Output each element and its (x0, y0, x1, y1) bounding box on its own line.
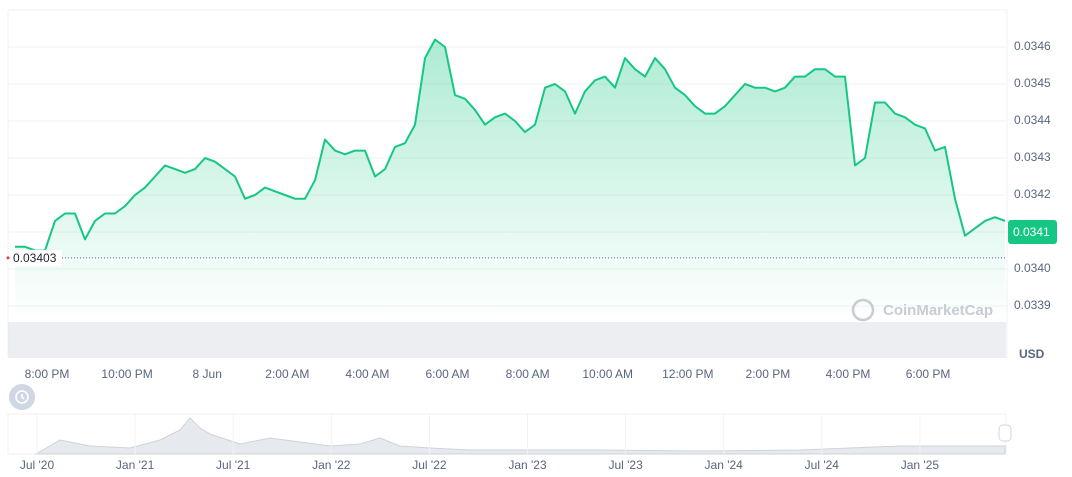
x-tick-label: 10:00 PM (101, 367, 152, 381)
navigator-label: Jan '25 (901, 458, 940, 472)
x-tick-label: 6:00 AM (425, 367, 469, 381)
x-tick-label: 10:00 AM (582, 367, 633, 381)
navigator-label: Jul '22 (412, 458, 447, 472)
x-tick-label: 12:00 PM (662, 367, 713, 381)
y-tick-label: 0.0343 (1014, 150, 1051, 164)
navigator-area (34, 417, 1006, 455)
history-button[interactable] (9, 384, 35, 410)
x-tick-label: 4:00 AM (345, 367, 389, 381)
navigator-label: Jul '23 (608, 458, 643, 472)
x-tick-label: 8 Jun (193, 367, 222, 381)
y-tick-label: 0.0345 (1014, 76, 1051, 90)
price-line (15, 38, 1006, 252)
navigator-label: Jul '20 (20, 458, 55, 472)
area-fill (15, 39, 1005, 320)
reference-label: 0.03403 (13, 251, 57, 265)
watermark: CoinMarketCap (851, 298, 993, 322)
x-tick-label: 8:00 AM (506, 367, 550, 381)
x-tick-label: 4:00 PM (826, 367, 871, 381)
x-tick-label: 2:00 PM (746, 367, 791, 381)
navigator-label: Jan '21 (116, 458, 155, 472)
current-price-box (1008, 220, 1057, 244)
volume-band (8, 322, 1006, 358)
watermark-text: CoinMarketCap (883, 302, 993, 319)
x-tick-label: 6:00 PM (906, 367, 951, 381)
reference-label-bg (8, 249, 62, 266)
reference-dot (6, 256, 10, 260)
y-tick-label: 0.0340 (1014, 261, 1051, 275)
y-tick-label: 0.0344 (1014, 113, 1051, 127)
navigator-label: Jul '21 (216, 458, 251, 472)
navigator-label: Jul '24 (805, 458, 840, 472)
y-tick-label: 0.0346 (1014, 39, 1051, 53)
navigator-label: Jan '22 (312, 458, 351, 472)
navigator-handle[interactable] (998, 424, 1012, 442)
currency: USD (1019, 347, 1045, 361)
y-tick-label: 0.0339 (1014, 298, 1051, 312)
x-tick-label: 8:00 PM (25, 367, 70, 381)
navigator-label: Jan '23 (508, 458, 547, 472)
current-price-label: 0.0341 (1013, 225, 1050, 239)
navigator-label: Jan '24 (705, 458, 744, 472)
x-tick-label: 2:00 AM (265, 367, 309, 381)
y-tick-label: 0.0342 (1014, 187, 1051, 201)
